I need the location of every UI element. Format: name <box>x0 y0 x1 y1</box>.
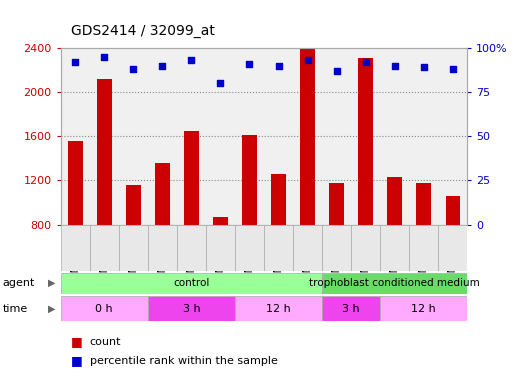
Bar <box>322 225 351 271</box>
Bar <box>61 296 148 321</box>
Bar <box>61 225 90 271</box>
Text: percentile rank within the sample: percentile rank within the sample <box>90 356 278 366</box>
Bar <box>322 273 467 294</box>
Text: 0 h: 0 h <box>96 304 113 314</box>
Bar <box>177 225 206 271</box>
Point <box>187 57 196 63</box>
Point <box>245 61 254 67</box>
Point <box>391 63 399 69</box>
Text: 12 h: 12 h <box>266 304 291 314</box>
Bar <box>264 225 293 271</box>
Bar <box>300 49 315 225</box>
Bar <box>235 296 322 321</box>
Bar <box>271 174 286 225</box>
Text: GDS2414 / 32099_at: GDS2414 / 32099_at <box>71 25 215 38</box>
Point <box>71 59 80 65</box>
Point <box>275 63 283 69</box>
Bar <box>61 273 322 294</box>
Bar <box>235 225 264 271</box>
Point <box>100 54 109 60</box>
Bar <box>68 141 82 225</box>
Text: count: count <box>90 337 121 347</box>
Point <box>216 80 225 86</box>
Bar <box>155 163 169 225</box>
Text: 12 h: 12 h <box>411 304 436 314</box>
Bar <box>351 225 380 271</box>
Text: agent: agent <box>3 278 35 288</box>
Point <box>158 63 167 69</box>
Bar <box>388 177 402 225</box>
Point <box>129 66 138 72</box>
Text: 3 h: 3 h <box>342 304 360 314</box>
Bar <box>148 225 177 271</box>
Text: ■: ■ <box>71 335 83 348</box>
Bar <box>380 225 409 271</box>
Bar <box>184 131 199 225</box>
Bar <box>206 225 235 271</box>
Bar <box>126 185 140 225</box>
Bar <box>322 296 380 321</box>
Text: time: time <box>3 304 28 314</box>
Point <box>420 65 428 71</box>
Point <box>361 59 370 65</box>
Bar <box>329 183 344 225</box>
Bar <box>380 296 467 321</box>
Bar <box>97 79 111 225</box>
Text: 3 h: 3 h <box>183 304 200 314</box>
Bar <box>293 225 322 271</box>
Bar <box>446 196 460 225</box>
Bar <box>438 225 467 271</box>
Bar <box>242 135 257 225</box>
Point <box>303 57 312 63</box>
Text: ▶: ▶ <box>48 278 55 288</box>
Bar <box>417 183 431 225</box>
Bar <box>409 225 438 271</box>
Point <box>333 68 341 74</box>
Point <box>449 66 457 72</box>
Bar <box>119 225 148 271</box>
Bar <box>148 296 235 321</box>
Text: trophoblast conditioned medium: trophoblast conditioned medium <box>309 278 480 288</box>
Text: ▶: ▶ <box>48 304 55 314</box>
Bar <box>359 58 373 225</box>
Bar <box>90 225 119 271</box>
Text: control: control <box>173 278 210 288</box>
Text: ■: ■ <box>71 354 83 367</box>
Bar <box>213 217 228 225</box>
